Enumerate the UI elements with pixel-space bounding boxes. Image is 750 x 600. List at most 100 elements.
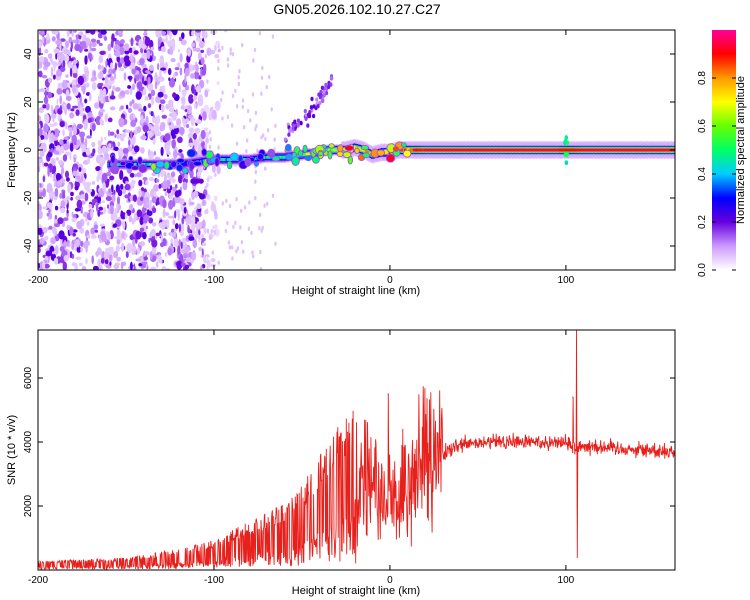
noise-speck bbox=[258, 225, 261, 231]
noise-speck bbox=[234, 88, 237, 94]
noise-speck bbox=[192, 47, 196, 52]
ridge-blob bbox=[226, 160, 233, 170]
noise-speck bbox=[124, 194, 130, 199]
noise-speck bbox=[72, 64, 77, 74]
noise-speck bbox=[38, 30, 45, 36]
noise-speck bbox=[143, 105, 147, 112]
noise-speck bbox=[67, 127, 74, 132]
noise-speck bbox=[202, 242, 207, 247]
noise-speck bbox=[237, 81, 241, 87]
noise-speck bbox=[70, 41, 74, 50]
noise-speck bbox=[192, 238, 198, 249]
noise-speck bbox=[142, 88, 147, 96]
noise-speck bbox=[197, 52, 202, 60]
noise-speck bbox=[42, 104, 47, 109]
ridge-blob bbox=[170, 160, 177, 168]
noise-speck bbox=[201, 219, 206, 229]
noise-speck bbox=[119, 90, 126, 97]
noise-speck bbox=[152, 207, 157, 214]
noise-speck bbox=[69, 30, 73, 34]
noise-speck bbox=[136, 172, 142, 178]
noise-speck bbox=[138, 179, 143, 187]
noise-speck bbox=[77, 101, 81, 110]
noise-speck bbox=[205, 137, 209, 144]
noise-speck bbox=[74, 185, 79, 191]
branch-blob bbox=[315, 97, 319, 102]
noise-speck bbox=[215, 40, 221, 45]
noise-speck bbox=[162, 199, 167, 209]
noise-speck bbox=[38, 135, 41, 145]
noise-speck bbox=[197, 145, 203, 155]
noise-speck bbox=[42, 35, 45, 44]
noise-speck bbox=[184, 173, 189, 180]
noise-speck bbox=[131, 135, 136, 145]
noise-speck bbox=[129, 203, 134, 211]
ridge-blob bbox=[138, 163, 148, 173]
noise-speck bbox=[161, 266, 167, 270]
noise-speck bbox=[42, 260, 46, 270]
noise-speck bbox=[160, 67, 167, 71]
noise-speck bbox=[145, 180, 149, 186]
noise-speck bbox=[90, 77, 96, 82]
noise-speck bbox=[155, 131, 162, 137]
noise-speck bbox=[191, 210, 197, 216]
noise-speck bbox=[114, 45, 121, 50]
noise-speck bbox=[67, 183, 72, 193]
noise-speck bbox=[144, 70, 150, 74]
noise-speck bbox=[97, 64, 102, 70]
noise-speck bbox=[212, 225, 215, 230]
noise-speck bbox=[180, 241, 183, 249]
ridge-blob bbox=[175, 163, 184, 172]
noise-speck bbox=[51, 30, 57, 35]
spectrogram-ytick-label: 20 bbox=[23, 96, 34, 108]
noise-speck bbox=[102, 77, 105, 81]
noise-speck bbox=[107, 117, 113, 123]
noise-speck bbox=[53, 128, 60, 138]
noise-speck bbox=[188, 127, 195, 133]
figure-title: GN05.2026.102.10.27.C27 bbox=[273, 1, 441, 17]
noise-speck bbox=[241, 42, 244, 48]
noise-speck bbox=[254, 179, 257, 184]
noise-speck bbox=[105, 196, 113, 202]
noise-speck bbox=[201, 264, 206, 269]
noise-speck bbox=[38, 203, 42, 212]
branch-blob bbox=[304, 113, 308, 118]
noise-speck bbox=[98, 206, 104, 211]
noise-speck bbox=[178, 36, 183, 42]
colorbar-tick-label: 0.4 bbox=[697, 167, 708, 181]
noise-speck bbox=[237, 75, 240, 80]
noise-speck bbox=[97, 95, 101, 99]
noise-speck bbox=[147, 103, 152, 109]
noise-speck bbox=[198, 229, 201, 236]
noise-speck bbox=[107, 129, 111, 137]
noise-speck bbox=[75, 83, 81, 88]
noise-speck bbox=[50, 61, 58, 66]
noise-speck bbox=[135, 70, 140, 75]
colorbar-label: Normalized spectral amplitude bbox=[735, 76, 747, 224]
noise-speck bbox=[234, 220, 237, 226]
noise-speck bbox=[116, 196, 121, 205]
branch-blob bbox=[322, 92, 326, 98]
noise-speck bbox=[103, 36, 108, 41]
noise-speck bbox=[150, 126, 155, 131]
noise-speck bbox=[172, 178, 176, 183]
branch-blob bbox=[296, 123, 300, 128]
noise-speck bbox=[150, 111, 154, 117]
noise-speck bbox=[113, 264, 120, 270]
noise-speck bbox=[139, 216, 144, 226]
ridge-blob bbox=[176, 158, 185, 164]
noise-speck bbox=[81, 167, 86, 174]
noise-speck bbox=[165, 144, 170, 154]
noise-speck bbox=[202, 199, 206, 207]
noise-speck bbox=[248, 200, 251, 205]
noise-speck bbox=[107, 43, 112, 52]
noise-speck bbox=[62, 143, 70, 151]
noise-speck bbox=[146, 50, 151, 60]
noise-speck bbox=[71, 84, 77, 94]
noise-speck bbox=[104, 75, 108, 85]
noise-speck bbox=[78, 167, 82, 172]
noise-speck bbox=[84, 98, 88, 104]
noise-speck bbox=[200, 57, 205, 65]
